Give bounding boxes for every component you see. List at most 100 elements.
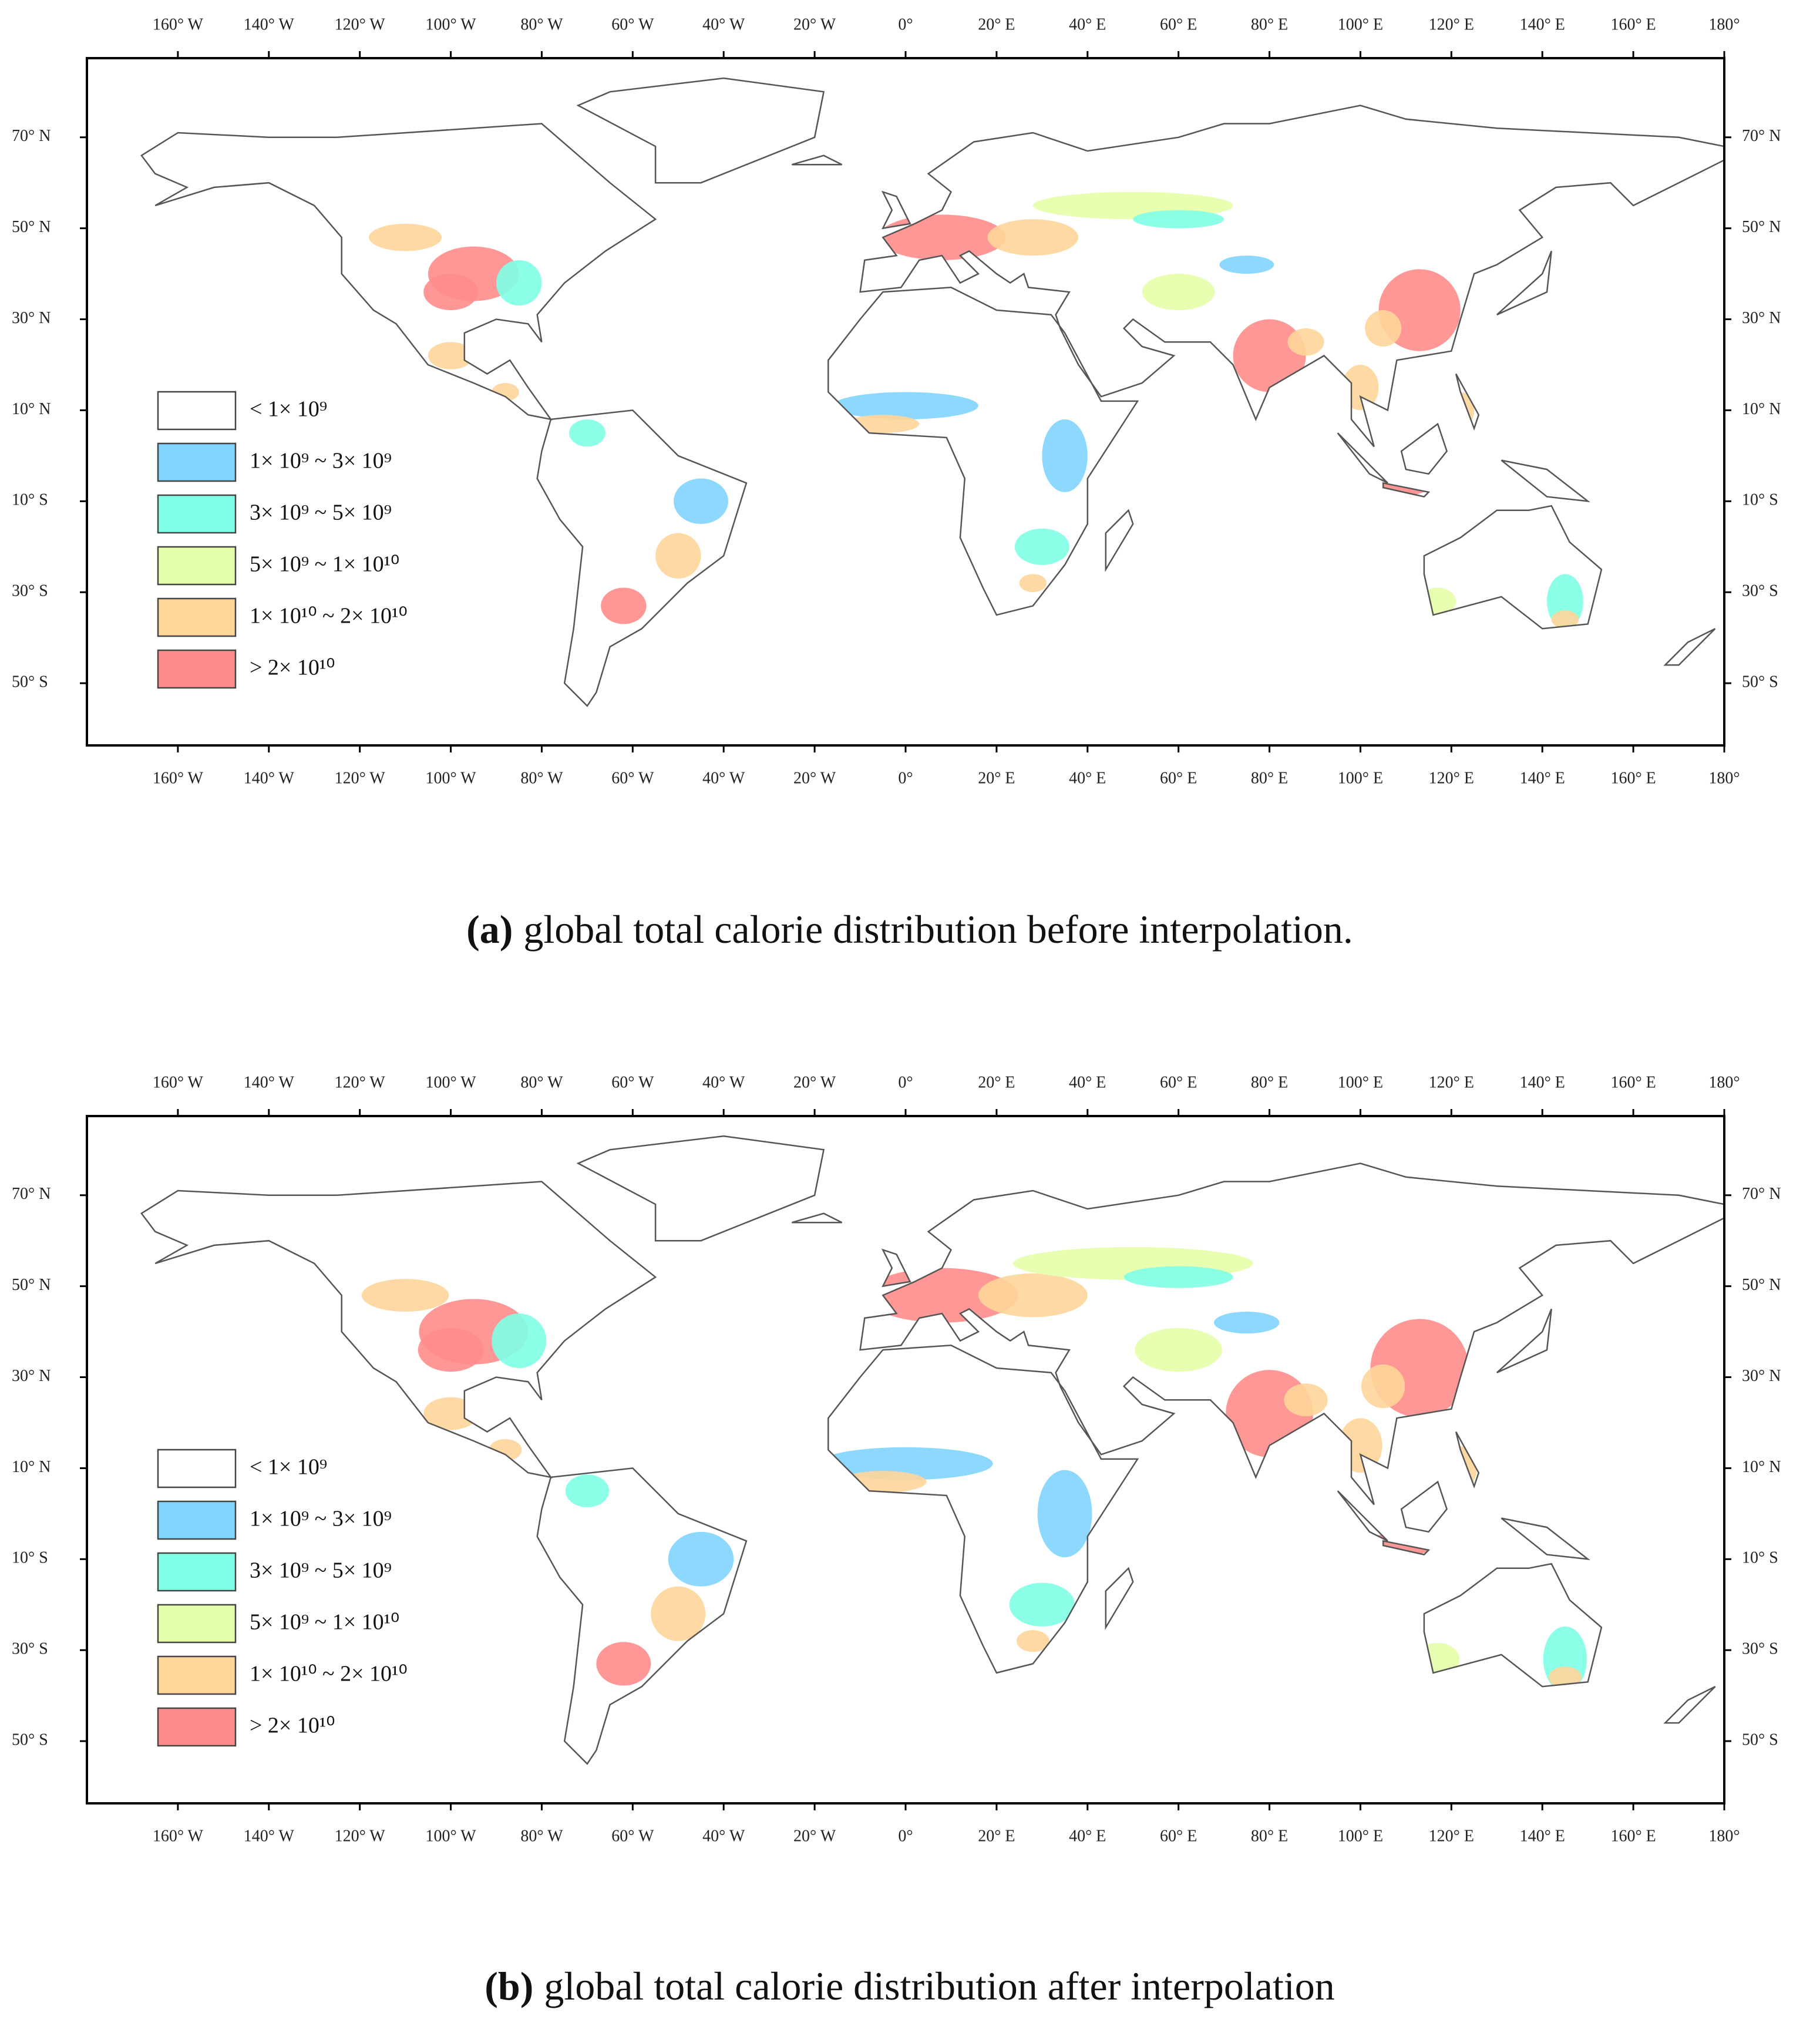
lat-label-right: 10° N <box>1742 1458 1781 1476</box>
lon-label-bottom: 40° W <box>702 1827 745 1845</box>
lon-label-bottom: 180° <box>1708 1827 1740 1845</box>
legend-swatch <box>157 649 237 689</box>
calorie-area <box>1042 419 1088 492</box>
legend-swatch <box>157 546 237 586</box>
lon-label-top: 20° E <box>978 1073 1015 1091</box>
map-panel: 160° W 160° W 140° W 140° W 120° W 120° W 100°… <box>12 15 1781 787</box>
lon-label-top: 140° W <box>244 1073 295 1091</box>
lon-label-bottom: 20° E <box>978 769 1015 787</box>
calorie-area <box>1287 328 1324 356</box>
legend-swatch <box>157 494 237 534</box>
calorie-area <box>846 415 920 434</box>
lat-label-left: 10° S <box>12 491 48 509</box>
lon-label-top: 40° E <box>1069 15 1106 33</box>
lon-label-top: 60° W <box>611 1073 654 1091</box>
lat-label-right: 70° N <box>1742 1185 1781 1203</box>
caption-label: (b) <box>485 1964 533 2008</box>
lat-label-right: 30° N <box>1742 309 1781 327</box>
landmass <box>860 105 1724 447</box>
coastline <box>1105 509 1134 573</box>
lon-label-bottom: 180° <box>1708 769 1740 787</box>
calorie-area <box>818 1447 993 1480</box>
coastline <box>792 154 843 166</box>
lat-label-left: 50° N <box>12 1276 51 1294</box>
lon-label-bottom: 120° W <box>335 769 386 787</box>
lon-label-top: 80° E <box>1251 15 1288 33</box>
calorie-area <box>1014 528 1069 565</box>
lon-label-bottom: 20° W <box>793 1827 836 1845</box>
legend-label: > 2× 10¹⁰ <box>250 656 335 680</box>
calorie-area <box>1009 1582 1075 1627</box>
lon-label-bottom: 60° E <box>1160 1827 1197 1845</box>
landmass <box>1401 424 1447 474</box>
calorie-area <box>1016 1630 1049 1652</box>
calorie-area <box>878 214 1006 260</box>
legend-swatch <box>157 1449 237 1488</box>
legend-label: 5× 10⁹ ~ 1× 10¹⁰ <box>250 1610 399 1635</box>
lon-label-bottom: 100° W <box>425 1827 476 1845</box>
lat-label-left: 30° N <box>12 1367 51 1385</box>
landmass <box>828 287 1138 615</box>
lon-label-bottom: 0° <box>898 769 913 787</box>
legend-label: < 1× 10⁹ <box>250 1455 327 1480</box>
coastline <box>1501 459 1590 503</box>
calorie-layer <box>361 1247 1587 1692</box>
lat-label-left: 70° N <box>12 127 51 145</box>
lon-label-top: 20° E <box>978 15 1015 33</box>
lon-label-bottom: 80° E <box>1251 1827 1288 1845</box>
coastline <box>792 1212 843 1224</box>
lon-label-bottom: 160° E <box>1610 1827 1656 1845</box>
legend-label: > 2× 10¹⁰ <box>250 1713 335 1738</box>
lat-label-left: 50° S <box>12 673 48 691</box>
coastline <box>1400 1480 1448 1533</box>
coastline <box>1105 1567 1134 1631</box>
calorie-area <box>1214 1312 1280 1334</box>
landmass <box>792 1213 842 1223</box>
lat-label-right: 10° S <box>1742 1549 1778 1567</box>
coastline <box>1455 373 1480 431</box>
lon-label-bottom: 140° W <box>244 1827 295 1845</box>
landmass <box>141 1181 656 1477</box>
calorie-layer <box>369 191 1583 629</box>
legend-swatch <box>157 391 237 431</box>
lon-label-top: 0° <box>898 15 913 33</box>
lon-label-top: 100° W <box>425 1073 476 1091</box>
lon-label-top: 60° E <box>1160 15 1197 33</box>
calorie-area <box>668 1531 734 1587</box>
lon-label-bottom: 140° E <box>1520 769 1565 787</box>
landmass <box>578 78 824 183</box>
landmass <box>141 123 656 419</box>
calorie-area <box>1133 210 1224 228</box>
coastline <box>1382 1540 1431 1555</box>
lat-label-left: 50° S <box>12 1731 48 1749</box>
coastline <box>827 1345 1139 1674</box>
caption-text: global total calorie distribution after … <box>544 1964 1334 2008</box>
landmass <box>1105 510 1133 570</box>
landmass <box>1105 1568 1133 1628</box>
lat-label-left: 10° S <box>12 1549 48 1567</box>
calorie-area <box>565 1474 610 1508</box>
lon-label-top: 60° E <box>1160 1073 1197 1091</box>
legend-label: 5× 10⁹ ~ 1× 10¹⁰ <box>250 552 399 577</box>
coastline <box>827 287 1139 616</box>
lon-label-bottom: 80° W <box>520 769 563 787</box>
lon-label-bottom: 100° W <box>425 769 476 787</box>
calorie-area <box>1361 1364 1405 1409</box>
landmass <box>1401 1481 1447 1532</box>
calorie-area <box>1233 319 1306 392</box>
lon-label-top: 120° E <box>1429 15 1474 33</box>
lat-label-right: 10° S <box>1742 491 1778 509</box>
calorie-area <box>833 392 978 419</box>
calorie-area <box>1551 610 1579 629</box>
lon-label-top: 100° W <box>425 15 476 33</box>
calorie-area <box>1444 1446 1477 1490</box>
caption-label: (a) <box>466 907 513 952</box>
calorie-area <box>492 1313 547 1369</box>
coastline <box>140 1181 657 1478</box>
caption-text: global total calorie distribution before… <box>523 907 1353 952</box>
lon-label-bottom: 120° E <box>1429 769 1474 787</box>
legend-label: < 1× 10⁹ <box>250 397 327 422</box>
lon-label-top: 80° W <box>520 15 563 33</box>
